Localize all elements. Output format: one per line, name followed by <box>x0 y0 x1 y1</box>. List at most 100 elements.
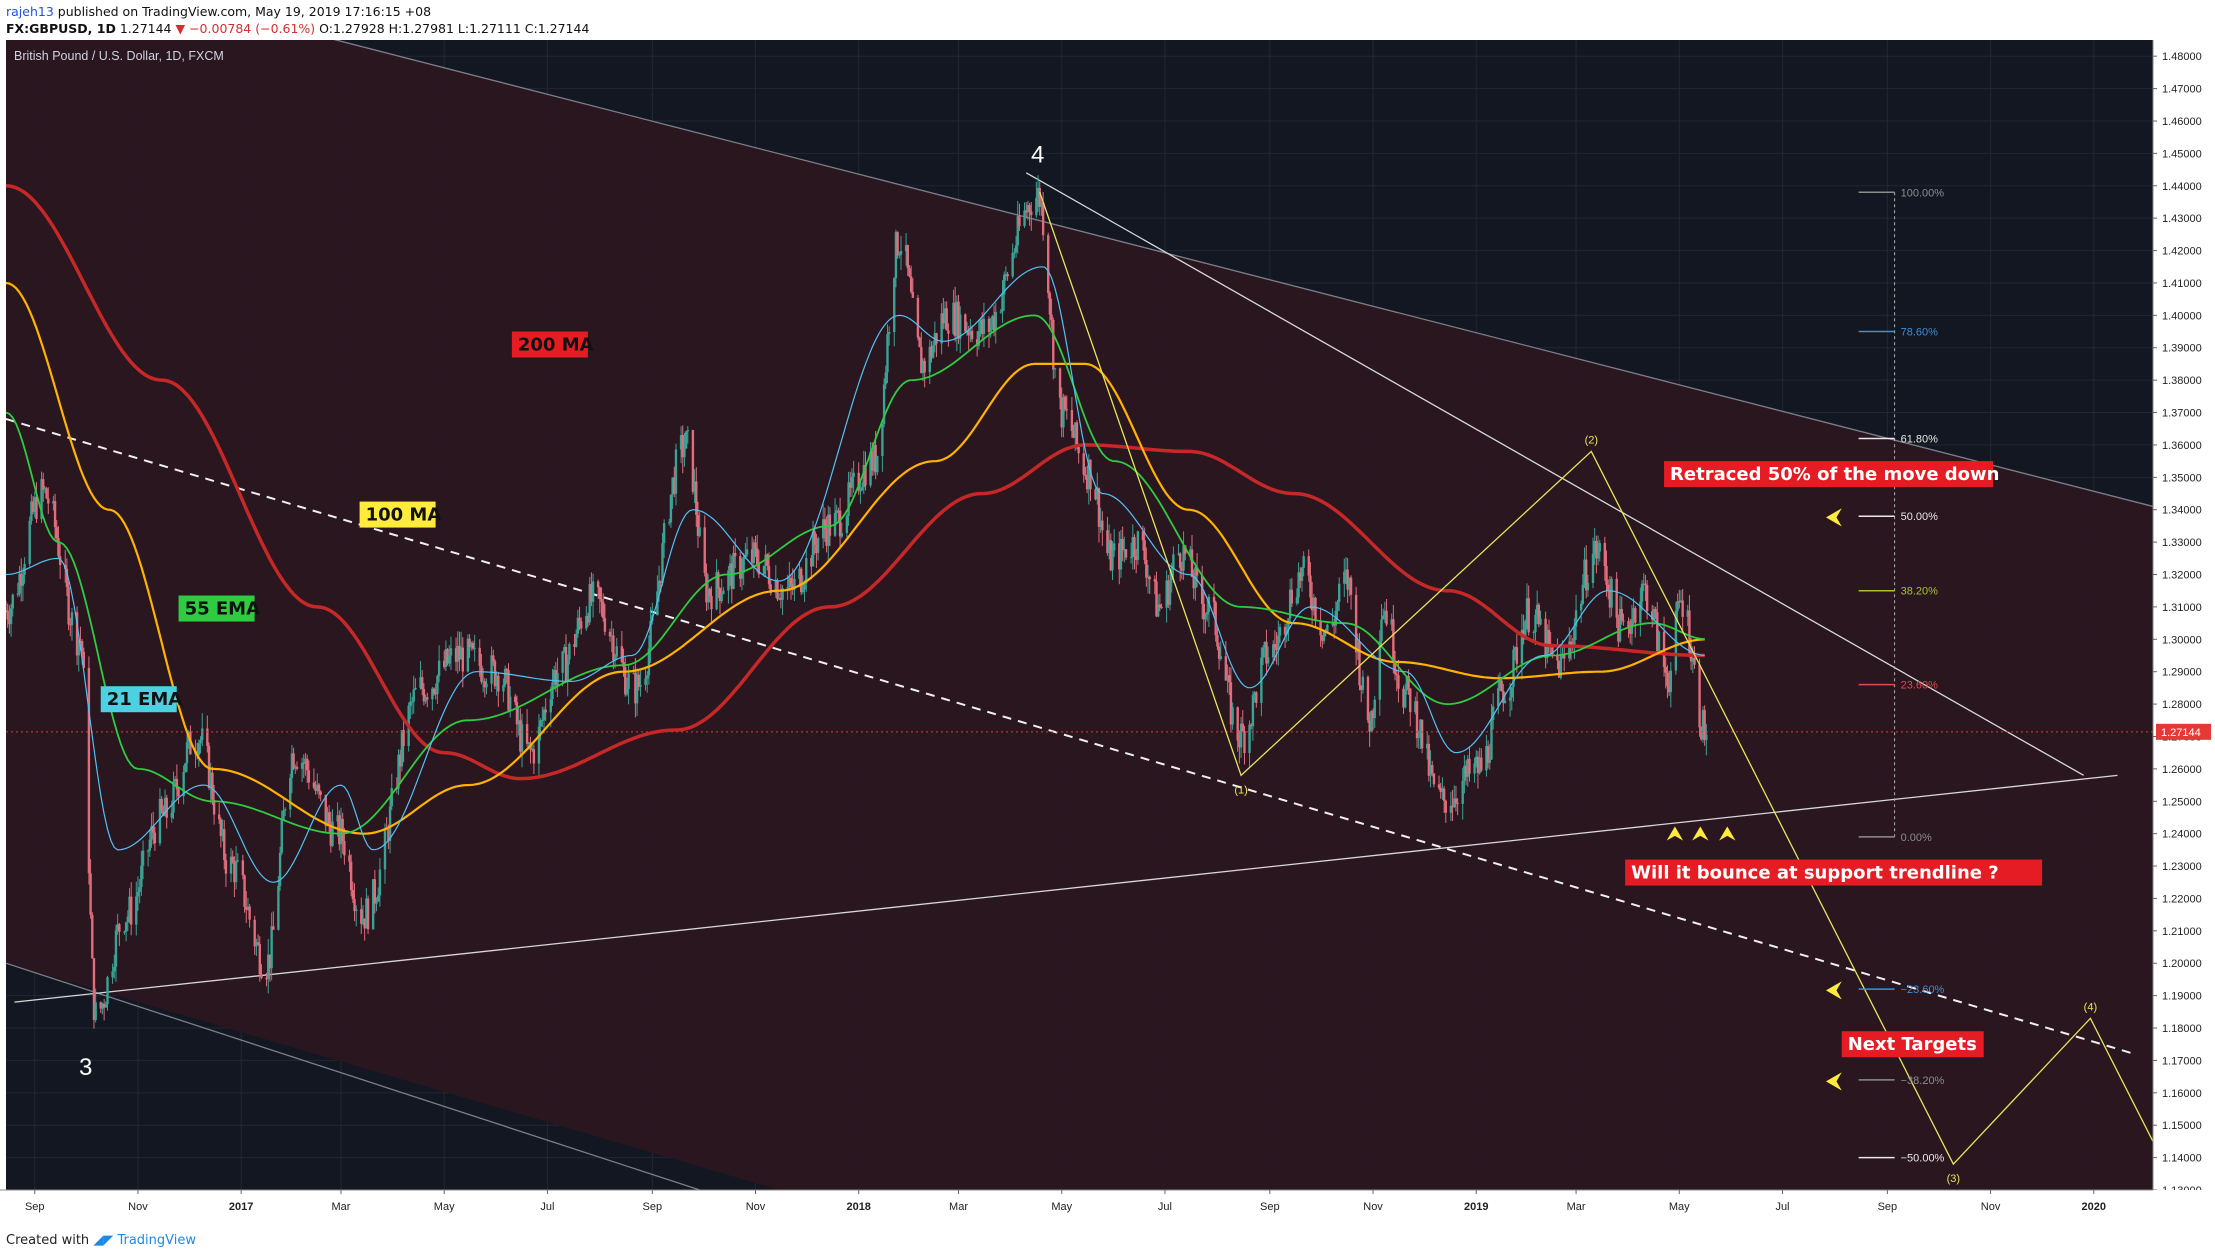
candle-body <box>1344 569 1348 572</box>
candle-body <box>69 624 72 626</box>
candle-body <box>757 564 761 575</box>
candle-body <box>426 697 429 700</box>
price-axis[interactable]: 1.48000 1.47000 1.46000 1.45000 1.44000 1.430… <box>2152 40 2215 1226</box>
candle-body <box>6 610 9 620</box>
candle-body <box>432 688 436 694</box>
price-change: ▼ −0.00784 (−0.61%) <box>175 21 316 36</box>
candle-body <box>466 638 470 672</box>
time-axis[interactable]: Sep Nov 2017 Mar May Jul Sep Nov 2018 Mar May Jul Se… <box>0 1189 2215 1226</box>
candle-body <box>573 643 576 647</box>
candle-body <box>1532 632 1535 634</box>
candle-body <box>153 832 157 844</box>
fib-label: 61.80% <box>1901 433 1939 445</box>
candle-body <box>1622 620 1625 622</box>
candle-body <box>872 444 876 471</box>
candle-body <box>116 924 119 931</box>
candle-body <box>1141 531 1145 541</box>
candle-body <box>503 669 507 686</box>
candle-body <box>989 324 992 332</box>
candle-body <box>686 430 690 432</box>
candle-body <box>904 245 908 252</box>
candle-body <box>436 675 439 695</box>
candle-body <box>1429 765 1432 776</box>
candle-body <box>561 651 564 673</box>
candle-body <box>752 542 756 563</box>
candle-body <box>1048 293 1052 315</box>
candle-body <box>542 709 546 720</box>
price-tick-label: 1.25000 <box>2162 796 2202 808</box>
candle-body <box>1676 601 1679 611</box>
price-tick-label: 1.28000 <box>2162 699 2202 711</box>
candle-body <box>1403 690 1407 708</box>
candle-body <box>1395 673 1398 676</box>
candle-body <box>517 720 520 725</box>
publish-info: rajeh13 published on TradingView.com, Ma… <box>6 4 431 19</box>
candle-body <box>1534 614 1537 633</box>
annotation-text: 55 EMA <box>185 599 261 620</box>
candle-body <box>1480 757 1483 771</box>
candle-body <box>896 232 899 256</box>
arrows: ⮜ ⮜ ⮜ ⮝ ⮝ ⮝ <box>1666 504 1842 1092</box>
annotation-label: 100 MA <box>359 501 441 528</box>
candle-body <box>65 568 69 588</box>
chart-header: rajeh13 published on TradingView.com, Ma… <box>0 0 2215 40</box>
tradingview-logo-icon[interactable]: ◢◤ <box>93 1233 114 1248</box>
candle-body <box>366 898 370 930</box>
candle-body <box>869 451 872 486</box>
candle-body <box>987 318 991 332</box>
price-tick-label: 1.47000 <box>2162 84 2202 96</box>
candle-body <box>431 688 434 700</box>
candle-body <box>1651 611 1654 620</box>
candle-body <box>788 577 791 588</box>
trendline-resistance <box>1025 172 2084 776</box>
candle-body <box>1214 602 1217 636</box>
price-tick-label: 1.15000 <box>2162 1120 2202 1132</box>
candle-body <box>1178 553 1182 568</box>
candle-body <box>1097 488 1101 527</box>
candle-body <box>613 656 617 661</box>
candle-body <box>353 899 356 912</box>
candle-body <box>549 699 552 713</box>
candle-body <box>706 588 710 603</box>
candle-body <box>698 527 701 536</box>
candle-body <box>138 887 141 892</box>
candle-body <box>219 819 223 837</box>
candle-body <box>1084 474 1087 477</box>
candle-body <box>124 922 128 932</box>
quote-line: FX:GBPUSD, 1D 1.27144 ▼ −0.00784 (−0.61%… <box>6 21 589 36</box>
candle-body <box>182 771 185 797</box>
candle-body <box>1165 580 1168 608</box>
candle-body <box>1574 610 1578 627</box>
candle-body <box>1248 724 1251 754</box>
candle-body <box>1476 756 1480 774</box>
candle-body <box>229 856 233 874</box>
price-tick-label: 1.45000 <box>2162 148 2202 160</box>
candle-body <box>258 944 261 975</box>
candle-body <box>696 514 700 536</box>
candle-body <box>710 595 713 610</box>
candle-body <box>217 814 221 820</box>
candle-body <box>1094 489 1097 500</box>
price-tick-label: 1.40000 <box>2162 310 2202 322</box>
annotations: 200 MA 100 MA 55 EMA 21 EMA Retraced 50% of … <box>100 331 2043 1058</box>
candle-body <box>355 909 358 912</box>
tradingview-brand[interactable]: TradingView <box>117 1233 196 1248</box>
candle-body <box>539 720 542 727</box>
candle-body <box>478 647 481 666</box>
candle-body <box>1025 210 1028 213</box>
candle-body <box>849 482 852 488</box>
author-name[interactable]: rajeh13 <box>6 4 54 19</box>
annotation-bg <box>100 686 177 713</box>
fib-label: 0.00% <box>1901 832 1932 844</box>
candle-body <box>1705 734 1708 740</box>
candle-body <box>681 434 684 458</box>
candle-body <box>1338 583 1341 602</box>
price-chart[interactable]: 4 3 (1) (2) (3) (4) 100.00% 78.60% 61.80% 50.00%… <box>0 40 2215 1226</box>
candle-body <box>1442 788 1446 801</box>
candle-body <box>1461 780 1464 804</box>
chart-title: British Pound / U.S. Dollar, 1D, FXCM <box>14 49 224 63</box>
wave-label: (1) <box>1234 784 1247 796</box>
fib-label: 38.20% <box>1901 586 1939 598</box>
candle-body <box>497 675 500 692</box>
candle-body <box>1437 784 1441 788</box>
